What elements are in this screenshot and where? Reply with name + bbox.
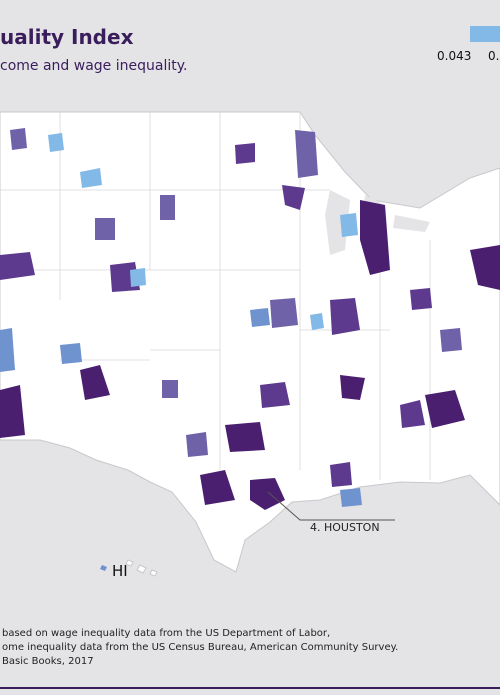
metro-area [295,130,318,178]
metro-area [250,308,270,327]
callout-label: 4. HOUSTON [310,521,380,534]
metro-area [330,298,360,335]
footnote: ome inequality data from the US Census B… [2,642,398,653]
metro-area [270,298,298,328]
metro-area [225,422,265,452]
metro-areas [0,128,500,510]
metro-area [48,133,64,152]
metro-area [340,213,358,237]
metro-area [186,432,208,457]
metro-area [282,185,305,210]
metro-area [10,128,27,150]
metro-area [260,382,290,408]
callout-line [267,491,395,521]
metro-area [130,268,146,287]
metro-area [310,313,324,330]
metro-area [470,245,500,290]
footnote: based on wage inequality data from the U… [2,628,330,639]
metro-area [340,375,365,400]
metro-area [340,488,362,507]
metro-area [440,328,462,352]
metro-area [80,365,110,400]
metro-area [0,252,35,280]
metro-area [162,380,178,398]
hawaii [125,559,158,577]
metro-area [0,328,15,372]
metro-area [360,200,390,275]
metro-area [95,218,115,240]
legend-swatch [470,26,500,42]
metro-area [425,390,465,428]
metro-area [100,565,107,571]
legend-label: 0. [488,49,499,63]
metro-area [200,470,235,505]
metro-area [80,168,102,188]
footnote: Basic Books, 2017 [2,656,94,667]
metro-area [235,143,255,164]
metro-area [160,195,175,220]
metro-area [330,462,352,487]
metro-area [250,478,285,510]
metro-area [400,400,425,428]
metro-area [410,288,432,310]
metro-area [60,343,82,364]
legend-label: 0.043 [437,49,471,63]
hawaii-label: HI [112,562,128,580]
title: uality Index [0,25,134,49]
subtitle: come and wage inequality. [0,58,187,74]
metro-area [0,385,25,438]
